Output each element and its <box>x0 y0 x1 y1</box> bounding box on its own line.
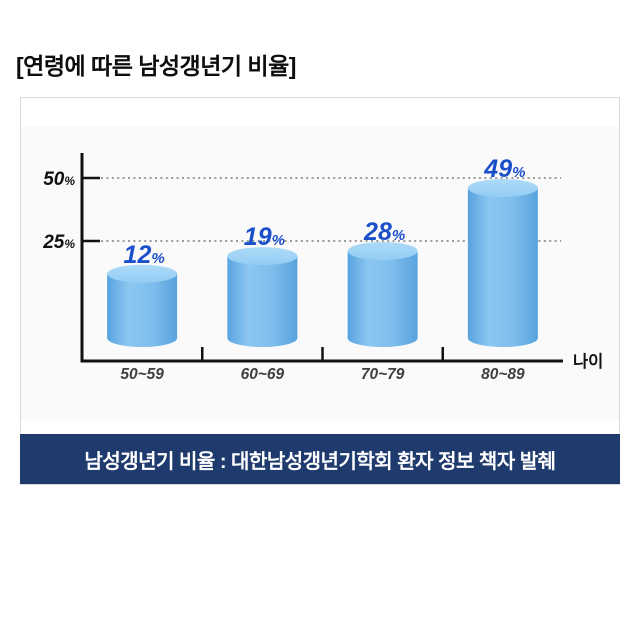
category-label: 70~79 <box>361 366 405 383</box>
bar-value-label: 49% <box>483 155 525 183</box>
chart-panel: 25% 50% 나이 12% 50~59 19% 60~69 28% 70~79 49% 80~89… <box>20 97 620 485</box>
category-label: 60~69 <box>241 366 285 383</box>
source-banner-text: 남성갱년기 비율 : 대한남성갱년기학회 환자 정보 책자 발췌 <box>84 450 556 473</box>
category-label: 80~89 <box>481 366 525 383</box>
bar-value-label: 12% <box>124 241 165 269</box>
bar-chart: 25% 50% 나이 12% 50~59 19% 60~69 28% 70~79 49% 80~89 <box>42 153 603 383</box>
source-banner: 남성갱년기 비율 : 대한남성갱년기학회 환자 정보 책자 발췌 <box>20 434 620 484</box>
svg-text:50%: 50% <box>43 169 75 190</box>
bar-value-label: 19% <box>244 223 285 251</box>
cylinder-bar <box>347 242 418 347</box>
cylinder-bar <box>107 264 178 347</box>
svg-text:나이: 나이 <box>573 352 603 371</box>
bar-value-label: 28% <box>363 218 405 246</box>
category-label: 50~59 <box>120 366 164 383</box>
cylinder-bar <box>227 247 298 347</box>
page-title: [연령에 따른 남성갱년기 비율] <box>16 53 296 79</box>
svg-text:25%: 25% <box>42 232 75 253</box>
chart-plot-area: 25% 50% 나이 12% 50~59 19% 60~69 28% 70~79 49% 80~89 <box>21 126 619 421</box>
cylinder-bar <box>467 179 538 347</box>
